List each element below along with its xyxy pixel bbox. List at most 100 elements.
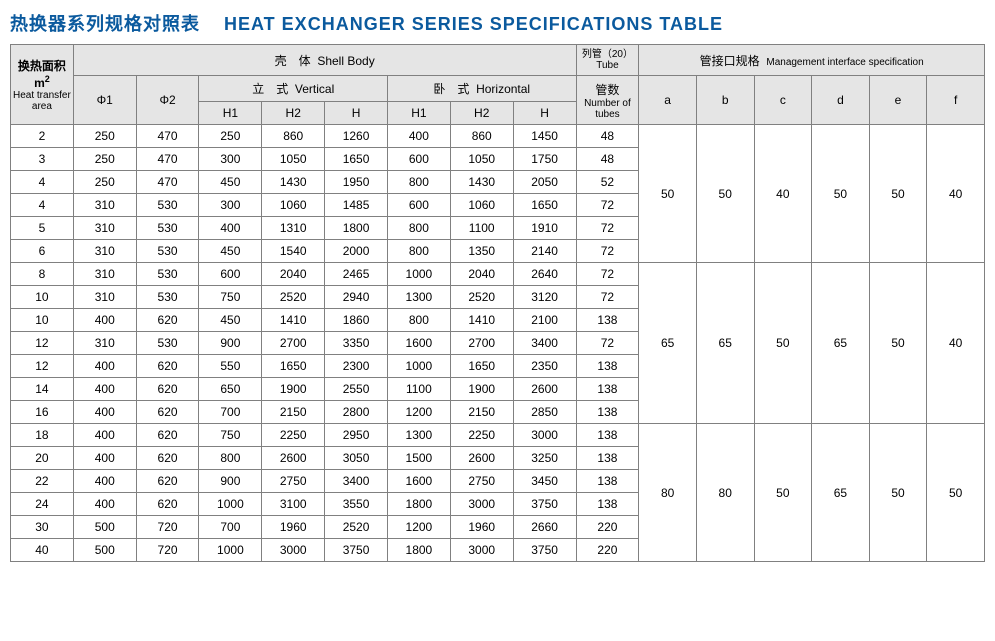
cell-phi1: 400 xyxy=(73,355,136,378)
table-row: 8310530600204024651000204026407265655065… xyxy=(11,263,985,286)
cell-phi2: 530 xyxy=(136,286,199,309)
cell-area: 24 xyxy=(11,493,74,516)
cell-hH1: 1600 xyxy=(387,470,450,493)
cell-vH: 2950 xyxy=(325,424,388,447)
cell-hH2: 1060 xyxy=(450,194,513,217)
cell-hH: 3000 xyxy=(513,424,576,447)
cell-vH1: 300 xyxy=(199,194,262,217)
cell-tubes: 48 xyxy=(576,148,639,171)
cell-tubes: 138 xyxy=(576,424,639,447)
cell-phi2: 530 xyxy=(136,217,199,240)
cell-vH2: 2750 xyxy=(262,470,325,493)
cell-area: 14 xyxy=(11,378,74,401)
cell-vH1: 250 xyxy=(199,125,262,148)
cell-phi1: 250 xyxy=(73,148,136,171)
cell-mis-c: 40 xyxy=(754,125,812,263)
cell-vH1: 400 xyxy=(199,217,262,240)
cell-hH: 3250 xyxy=(513,447,576,470)
cell-hH2: 2250 xyxy=(450,424,513,447)
cell-hH1: 1800 xyxy=(387,493,450,516)
cell-phi2: 620 xyxy=(136,401,199,424)
cell-area: 12 xyxy=(11,355,74,378)
cell-area: 8 xyxy=(11,263,74,286)
hdr-mis-en: Management interface specification xyxy=(766,57,923,68)
hdr-phi1: Φ1 xyxy=(73,76,136,125)
cell-vH1: 700 xyxy=(199,401,262,424)
hdr-vertical: 立 式 Vertical xyxy=(199,76,387,102)
cell-tubes: 72 xyxy=(576,194,639,217)
cell-hH1: 800 xyxy=(387,309,450,332)
cell-vH: 2520 xyxy=(325,516,388,539)
cell-hH: 3450 xyxy=(513,470,576,493)
cell-phi1: 400 xyxy=(73,470,136,493)
cell-hH: 2100 xyxy=(513,309,576,332)
cell-hH: 2600 xyxy=(513,378,576,401)
cell-area: 10 xyxy=(11,309,74,332)
cell-phi1: 400 xyxy=(73,401,136,424)
cell-vH1: 750 xyxy=(199,424,262,447)
cell-phi2: 620 xyxy=(136,470,199,493)
cell-hH: 1910 xyxy=(513,217,576,240)
cell-vH1: 450 xyxy=(199,240,262,263)
cell-phi1: 400 xyxy=(73,378,136,401)
cell-vH2: 2600 xyxy=(262,447,325,470)
hdr-b: b xyxy=(696,76,754,125)
cell-hH1: 400 xyxy=(387,125,450,148)
cell-mis-e: 50 xyxy=(869,125,927,263)
hdr-a: a xyxy=(639,76,697,125)
cell-vH2: 2040 xyxy=(262,263,325,286)
cell-tubes: 48 xyxy=(576,125,639,148)
cell-vH1: 800 xyxy=(199,447,262,470)
cell-area: 10 xyxy=(11,286,74,309)
cell-phi1: 250 xyxy=(73,171,136,194)
cell-vH2: 3000 xyxy=(262,539,325,562)
hdr-horizontal: 卧 式 Horizontal xyxy=(387,76,576,102)
cell-hH2: 3000 xyxy=(450,539,513,562)
cell-phi1: 310 xyxy=(73,286,136,309)
cell-phi2: 620 xyxy=(136,493,199,516)
cell-mis-c: 50 xyxy=(754,424,812,562)
cell-tubes: 138 xyxy=(576,378,639,401)
spec-table: 换热面积m2Heat transfer area壳 体 Shell Body列管… xyxy=(10,44,985,562)
cell-hH: 3120 xyxy=(513,286,576,309)
cell-hH2: 1960 xyxy=(450,516,513,539)
cell-vH1: 1000 xyxy=(199,493,262,516)
cell-phi1: 310 xyxy=(73,332,136,355)
cell-vH: 2800 xyxy=(325,401,388,424)
table-row: 2250470250860126040086014504850504050504… xyxy=(11,125,985,148)
cell-mis-f: 40 xyxy=(927,125,985,263)
cell-phi2: 720 xyxy=(136,539,199,562)
cell-vH: 3750 xyxy=(325,539,388,562)
cell-hH1: 1000 xyxy=(387,263,450,286)
cell-area: 2 xyxy=(11,125,74,148)
hdr-tubes: 管数Number of tubes xyxy=(576,76,639,125)
cell-hH1: 600 xyxy=(387,194,450,217)
cell-phi2: 470 xyxy=(136,148,199,171)
cell-hH: 3400 xyxy=(513,332,576,355)
cell-area: 22 xyxy=(11,470,74,493)
cell-vH1: 900 xyxy=(199,470,262,493)
hdr-vH1: H1 xyxy=(199,102,262,125)
cell-vH1: 750 xyxy=(199,286,262,309)
hdr-e: e xyxy=(869,76,927,125)
cell-hH: 3750 xyxy=(513,493,576,516)
cell-mis-a: 50 xyxy=(639,125,697,263)
hdr-shell: 壳 体 Shell Body xyxy=(73,45,576,76)
cell-vH: 2550 xyxy=(325,378,388,401)
cell-phi1: 310 xyxy=(73,217,136,240)
cell-phi2: 470 xyxy=(136,125,199,148)
cell-hH2: 3000 xyxy=(450,493,513,516)
cell-hH1: 1600 xyxy=(387,332,450,355)
cell-hH1: 1200 xyxy=(387,516,450,539)
cell-phi2: 620 xyxy=(136,355,199,378)
cell-mis-b: 50 xyxy=(696,125,754,263)
cell-vH: 1650 xyxy=(325,148,388,171)
cell-vH: 3550 xyxy=(325,493,388,516)
cell-hH2: 2700 xyxy=(450,332,513,355)
page-title: 热换器系列规格对照表 HEAT EXCHANGER SERIES SPECIFI… xyxy=(10,10,985,36)
cell-tubes: 72 xyxy=(576,332,639,355)
cell-vH2: 1650 xyxy=(262,355,325,378)
cell-area: 20 xyxy=(11,447,74,470)
cell-hH: 3750 xyxy=(513,539,576,562)
hdr-vH2: H2 xyxy=(262,102,325,125)
